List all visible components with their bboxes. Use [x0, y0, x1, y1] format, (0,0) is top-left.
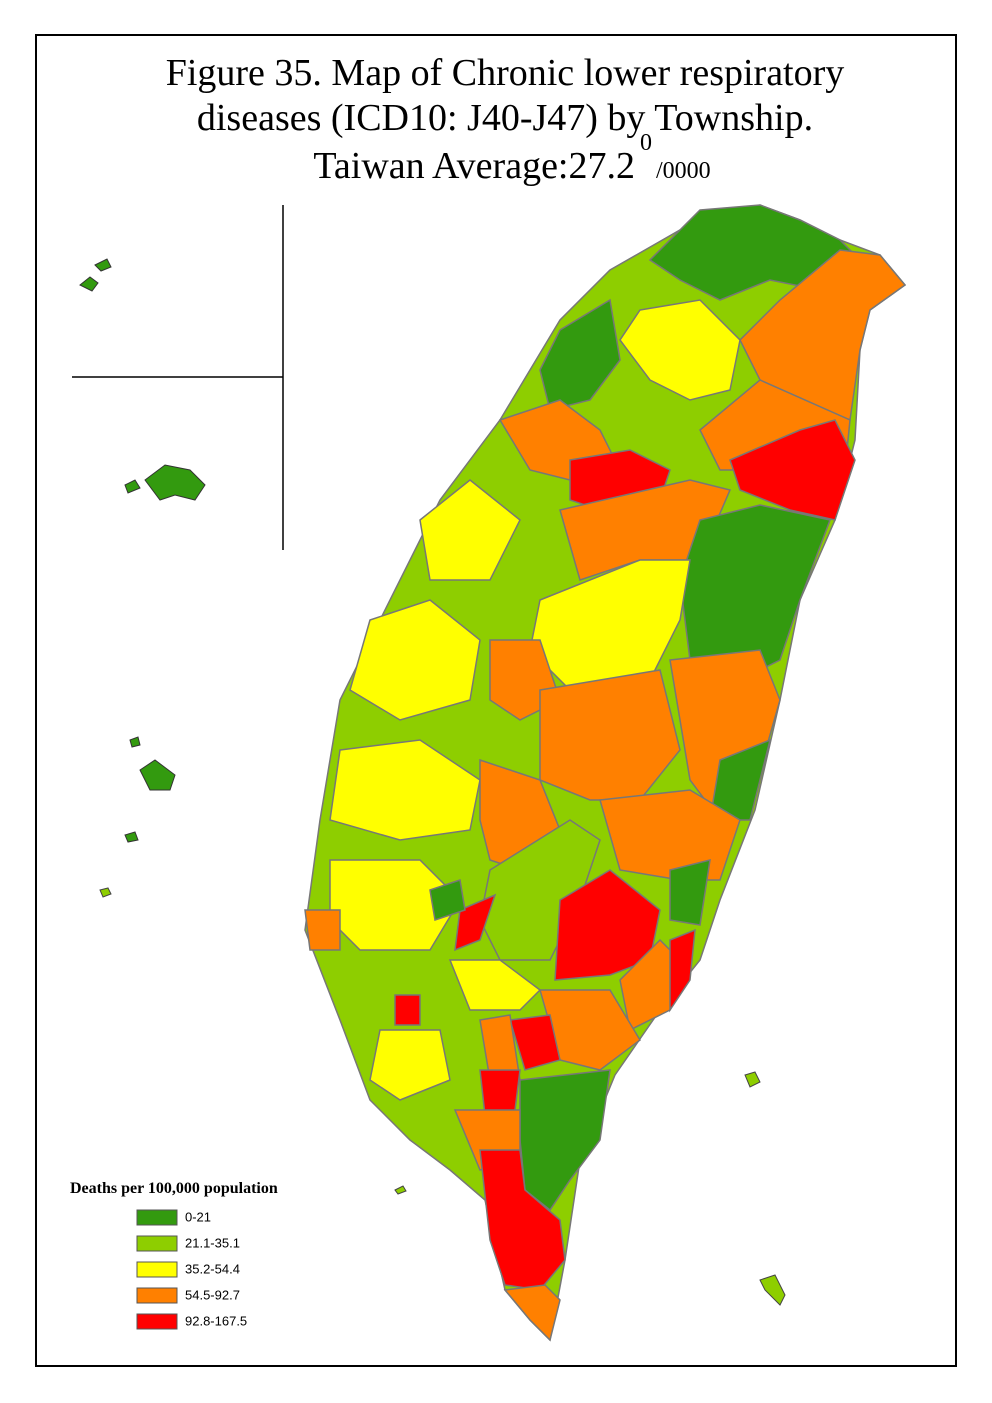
legend-label: 21.1-35.1 [185, 1235, 240, 1250]
legend-swatch [136, 1287, 178, 1304]
legend-title: Deaths per 100,000 population [70, 1180, 278, 1197]
legend-label: 35.2-54.4 [185, 1261, 240, 1276]
legend-swatch [136, 1313, 178, 1330]
frame [35, 34, 957, 1367]
taiwan-map [99, 204, 907, 1342]
title-line: diseases (ICD10: J40-J47) by Township. [197, 97, 813, 139]
average-unit: /0000 [656, 158, 711, 184]
legend-label: 92.8-167.5 [185, 1313, 247, 1328]
average-label: Taiwan Average:27.2 [313, 145, 635, 187]
legend-swatch [136, 1209, 178, 1226]
title-line: Figure 35. Map of Chronic lower respirat… [166, 52, 845, 94]
legend-label: 0-21 [185, 1209, 211, 1224]
legend-swatch [136, 1235, 178, 1252]
inset [72, 205, 284, 550]
legend-swatch [136, 1261, 178, 1278]
average-sup: 0 [640, 130, 652, 156]
legend: Deaths per 100,000 population 0-21 21.1-3… [70, 1180, 278, 1330]
legend-label: 54.5-92.7 [185, 1287, 240, 1302]
